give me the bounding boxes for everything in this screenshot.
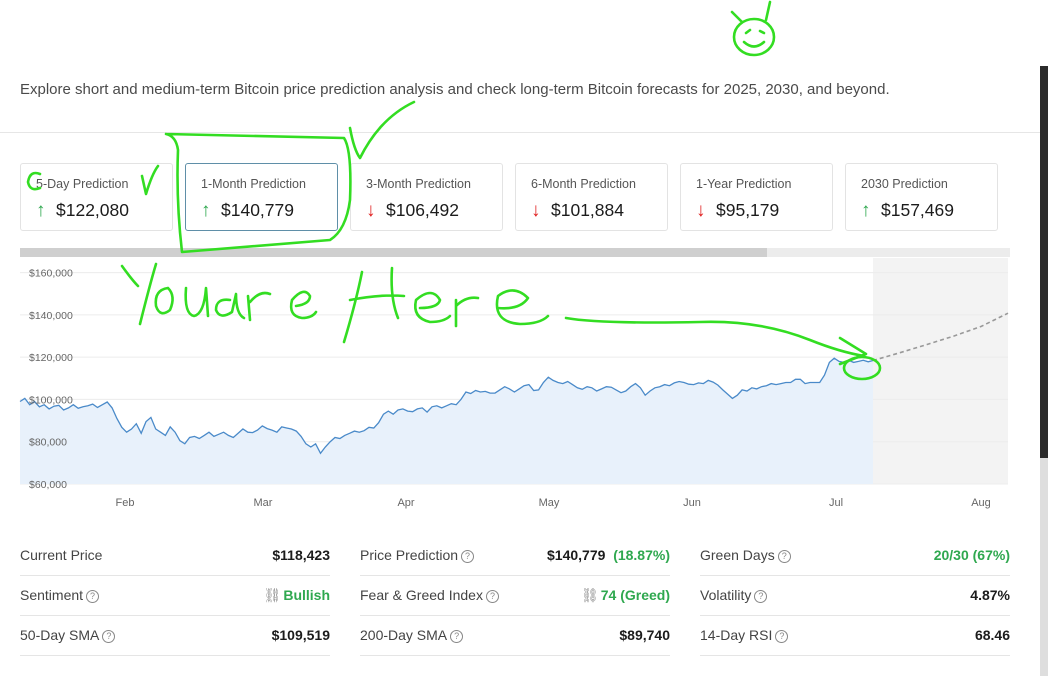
arrow-down-icon: ↓	[696, 200, 706, 221]
help-icon[interactable]: ?	[461, 550, 475, 563]
prediction-value: $157,469	[881, 200, 954, 220]
stat-fear-greed: Fear & Greed Index? ⛓ 74 (Greed)	[360, 576, 670, 616]
scrollbar-thumb[interactable]	[1040, 66, 1048, 458]
stat-value[interactable]: Bullish	[283, 587, 330, 603]
stat-green-days: Green Days? 20/30 (67%)	[700, 536, 1010, 576]
forecast-region	[873, 258, 1008, 484]
prediction-card-1-month[interactable]: 1-Month Prediction ↑ $140,779	[185, 163, 338, 231]
historical-area	[20, 358, 873, 484]
prediction-value: $140,779	[221, 200, 294, 220]
range-selector-handle[interactable]	[20, 248, 767, 257]
y-tick-label: $140,000	[29, 310, 73, 322]
divider	[0, 132, 1040, 133]
scrollbar-track[interactable]	[1040, 458, 1048, 676]
stat-value: 68.46	[974, 627, 1010, 643]
stat-label: 200-Day SMA	[360, 627, 448, 643]
stat-change: (18.87%)	[613, 547, 670, 563]
stat-label: Sentiment	[20, 587, 84, 603]
prediction-label: 1-Month Prediction	[201, 177, 306, 191]
prediction-card-2030[interactable]: 2030 Prediction ↑ $157,469	[845, 163, 998, 231]
help-icon[interactable]: ?	[775, 630, 789, 643]
stat-14-day-rsi: 14-Day RSI? 68.46	[700, 616, 1010, 656]
stat-value: $89,740	[619, 627, 670, 643]
stat-value: $109,519	[271, 627, 330, 643]
help-icon[interactable]: ?	[485, 590, 499, 603]
x-tick-label: May	[539, 497, 560, 509]
stat-50-day-sma: 50-Day SMA? $109,519	[20, 616, 330, 656]
x-tick-label: Feb	[116, 497, 135, 509]
prediction-label: 5-Day Prediction	[36, 177, 129, 191]
arrow-up-icon: ↑	[36, 200, 46, 221]
stat-current-price: Current Price $118,423	[20, 536, 330, 576]
stat-label: Price Prediction	[360, 547, 459, 563]
help-icon[interactable]: ?	[450, 630, 464, 643]
x-tick-label: Apr	[397, 497, 414, 509]
stat-sentiment: Sentiment? ⛓ Bullish	[20, 576, 330, 616]
prediction-value: $101,884	[551, 200, 624, 220]
stat-200-day-sma: 200-Day SMA? $89,740	[360, 616, 670, 656]
prediction-card-1-year[interactable]: 1-Year Prediction ↓ $95,179	[680, 163, 833, 231]
y-tick-label: $60,000	[29, 479, 67, 491]
y-axis: $160,000 $140,000 $120,000 $100,000 $80,000 $…	[29, 268, 73, 491]
stat-label: 14-Day RSI	[700, 627, 773, 643]
stat-label: 50-Day SMA	[20, 627, 100, 643]
prediction-label: 2030 Prediction	[861, 177, 948, 191]
prediction-value: $122,080	[56, 200, 129, 220]
page-intro: Explore short and medium-term Bitcoin pr…	[20, 81, 890, 98]
y-tick-label: $100,000	[29, 394, 73, 406]
stat-volatility: Volatility? 4.87%	[700, 576, 1010, 616]
x-axis: Feb Mar Apr May Jun Jul Aug	[116, 497, 991, 509]
stat-label: Green Days	[700, 547, 775, 563]
x-tick-label: Jun	[683, 497, 701, 509]
arrow-up-icon: ↑	[861, 200, 871, 221]
help-icon[interactable]: ?	[102, 630, 116, 643]
prediction-card-6-month[interactable]: 6-Month Prediction ↓ $101,884	[515, 163, 668, 231]
prediction-label: 3-Month Prediction	[366, 177, 471, 191]
stat-label: Current Price	[20, 547, 103, 563]
help-icon[interactable]: ?	[777, 550, 791, 563]
y-tick-label: $160,000	[29, 268, 73, 280]
prediction-value: $95,179	[716, 200, 780, 220]
stat-value: $140,779	[547, 547, 606, 563]
stat-value: $118,423	[272, 547, 330, 563]
checkmark-doodle-icon	[348, 100, 416, 160]
prediction-label: 1-Year Prediction	[696, 177, 792, 191]
prediction-card-5-day[interactable]: 5-Day Prediction ↑ $122,080	[20, 163, 173, 231]
price-chart: $160,000 $140,000 $120,000 $100,000 $80,000 $…	[19, 258, 1009, 509]
link-icon[interactable]: ⛓	[580, 587, 599, 603]
forecast-price-line	[872, 312, 1009, 362]
help-icon[interactable]: ?	[86, 590, 100, 603]
prediction-label: 6-Month Prediction	[531, 177, 636, 191]
stat-label: Fear & Greed Index	[360, 587, 483, 603]
prediction-card-3-month[interactable]: 3-Month Prediction ↓ $106,492	[350, 163, 503, 231]
y-tick-label: $80,000	[29, 437, 67, 449]
stat-price-prediction: Price Prediction? $140,779 (18.87%)	[360, 536, 670, 576]
help-icon[interactable]: ?	[754, 590, 768, 603]
historical-price-line	[19, 357, 874, 455]
arrow-down-icon: ↓	[531, 200, 541, 221]
prediction-value: $106,492	[386, 200, 459, 220]
stat-value: 4.87%	[970, 587, 1010, 603]
stat-label: Volatility	[700, 587, 752, 603]
arrow-up-icon: ↑	[201, 200, 211, 221]
x-tick-label: Aug	[971, 497, 991, 509]
stat-value[interactable]: 74 (Greed)	[600, 587, 670, 603]
link-icon[interactable]: ⛓	[263, 587, 282, 603]
y-tick-label: $120,000	[29, 352, 73, 364]
smiley-doodle-icon	[730, 0, 776, 57]
stat-value: 20/30 (67%)	[933, 547, 1010, 563]
x-tick-label: Mar	[254, 497, 273, 509]
x-tick-label: Jul	[829, 497, 843, 509]
arrow-down-icon: ↓	[366, 200, 376, 221]
